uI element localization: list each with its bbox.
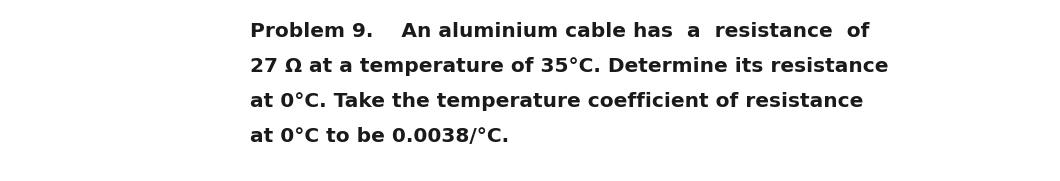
- Text: Problem 9.    An aluminium cable has  a  resistance  of: Problem 9. An aluminium cable has a resi…: [250, 22, 869, 41]
- Text: at 0°C to be 0.0038/°C.: at 0°C to be 0.0038/°C.: [250, 127, 509, 146]
- Text: 27 Ω at a temperature of 35°C. Determine its resistance: 27 Ω at a temperature of 35°C. Determine…: [250, 57, 888, 76]
- Text: at 0°C. Take the temperature coefficient of resistance: at 0°C. Take the temperature coefficient…: [250, 92, 864, 111]
